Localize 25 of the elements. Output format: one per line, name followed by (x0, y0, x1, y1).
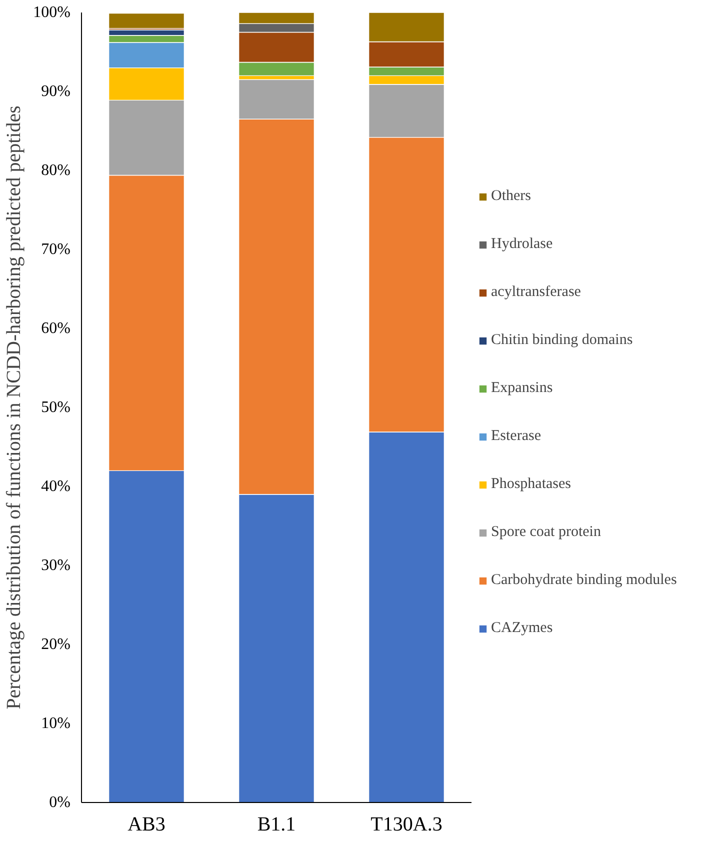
legend-label: Expansins (491, 380, 553, 397)
y-tick-label: 90% (41, 83, 70, 100)
y-tick-label: 10% (41, 715, 70, 732)
legend-label: CAZymes (491, 620, 553, 637)
x-tick-label: AB3 (128, 814, 166, 836)
legend-label: Others (491, 188, 531, 205)
x-tick-label: T130A.3 (370, 814, 442, 836)
y-tick-label: 20% (41, 636, 70, 653)
legend-label: Hydrolase (491, 236, 553, 253)
y-tick-label: 0% (49, 794, 70, 811)
legend-label: Chitin binding domains (491, 332, 633, 349)
legend-label: Spore coat protein (491, 524, 601, 541)
y-tick-label: 100% (33, 4, 70, 21)
y-tick-label: 70% (41, 241, 70, 258)
legend-label: Carbohydrate binding modules (491, 572, 677, 589)
legend-label: Phosphatases (491, 476, 571, 493)
legend-label: Esterase (491, 428, 541, 445)
y-tick-label: 50% (41, 399, 70, 416)
y-axis-title: Percentage distribution of functions in NCDD-harboring predicted peptides (3, 105, 26, 710)
y-tick-label: 60% (41, 320, 70, 337)
y-tick-label: 40% (41, 478, 70, 495)
legend-label: acyltransferase (491, 284, 581, 301)
x-tick-label: B1.1 (257, 814, 296, 836)
y-tick-label: 30% (41, 557, 70, 574)
y-tick-label: 80% (41, 162, 70, 179)
